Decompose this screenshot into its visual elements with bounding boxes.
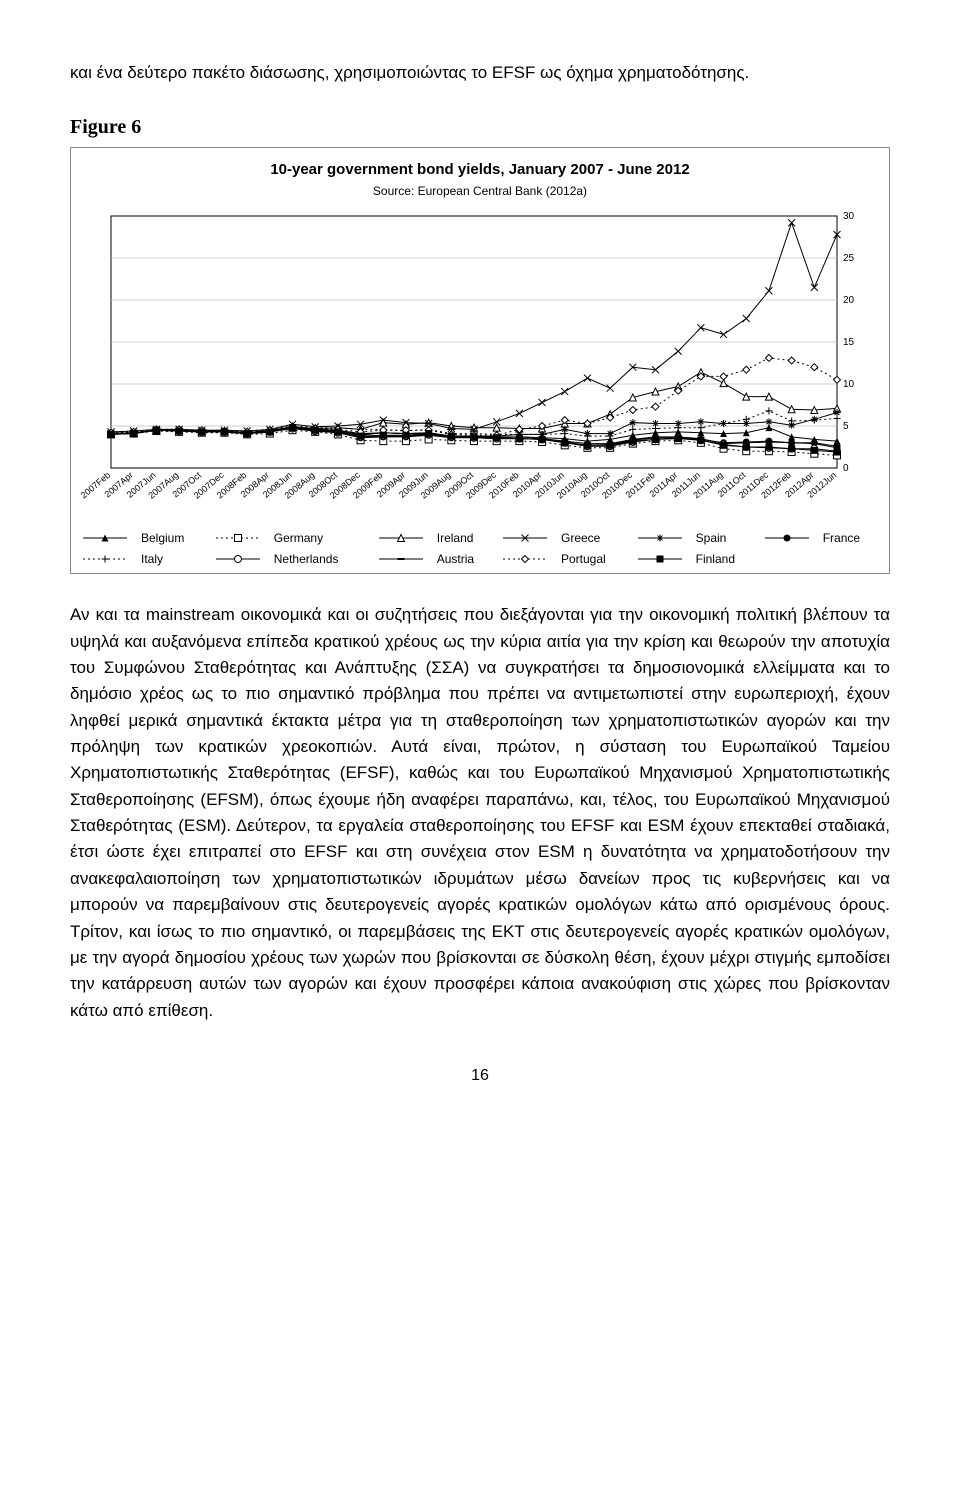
legend-swatch: [373, 549, 433, 570]
legend-swatch: [632, 549, 692, 570]
paragraph-main: Αν και τα mainstream οικονομικά και οι σ…: [70, 602, 890, 1024]
legend-swatch: [759, 549, 819, 570]
bond-yield-chart: 0510152025302007Feb2007Apr2007Jun2007Aug…: [77, 208, 877, 528]
svg-text:5: 5: [843, 421, 849, 432]
svg-text:30: 30: [843, 211, 855, 222]
legend-label: [819, 549, 883, 570]
chart-legend: Belgium Germany Ireland Greece Spain France It…: [77, 528, 883, 569]
paragraph-top: και ένα δεύτερο πακέτο διάσωσης, χρησιμο…: [70, 60, 890, 86]
legend-swatch: [77, 549, 137, 570]
legend-label: Germany: [270, 528, 373, 549]
legend-label: Italy: [137, 549, 210, 570]
legend-label: France: [819, 528, 883, 549]
legend-label: Ireland: [433, 528, 497, 549]
legend-swatch: [210, 549, 270, 570]
chart-subtitle: Source: European Central Bank (2012a): [77, 182, 883, 201]
legend-swatch: [373, 528, 433, 549]
legend-label: Portugal: [557, 549, 632, 570]
page-number: 16: [70, 1064, 890, 1089]
legend-swatch: [77, 528, 137, 549]
legend-swatch: [759, 528, 819, 549]
svg-text:10: 10: [843, 379, 855, 390]
legend-label: Netherlands: [270, 549, 373, 570]
svg-text:20: 20: [843, 295, 855, 306]
legend-swatch: [497, 549, 557, 570]
figure-label: Figure 6: [70, 112, 890, 143]
chart-title: 10-year government bond yields, January …: [77, 158, 883, 181]
legend-label: Austria: [433, 549, 497, 570]
svg-text:15: 15: [843, 337, 855, 348]
legend-label: Spain: [692, 528, 759, 549]
legend-swatch: [497, 528, 557, 549]
legend-label: Finland: [692, 549, 759, 570]
legend-label: Greece: [557, 528, 632, 549]
svg-text:0: 0: [843, 463, 849, 474]
svg-text:25: 25: [843, 253, 855, 264]
legend-swatch: [210, 528, 270, 549]
chart-container: 10-year government bond yields, January …: [70, 147, 890, 574]
legend-swatch: [632, 528, 692, 549]
legend-label: Belgium: [137, 528, 210, 549]
